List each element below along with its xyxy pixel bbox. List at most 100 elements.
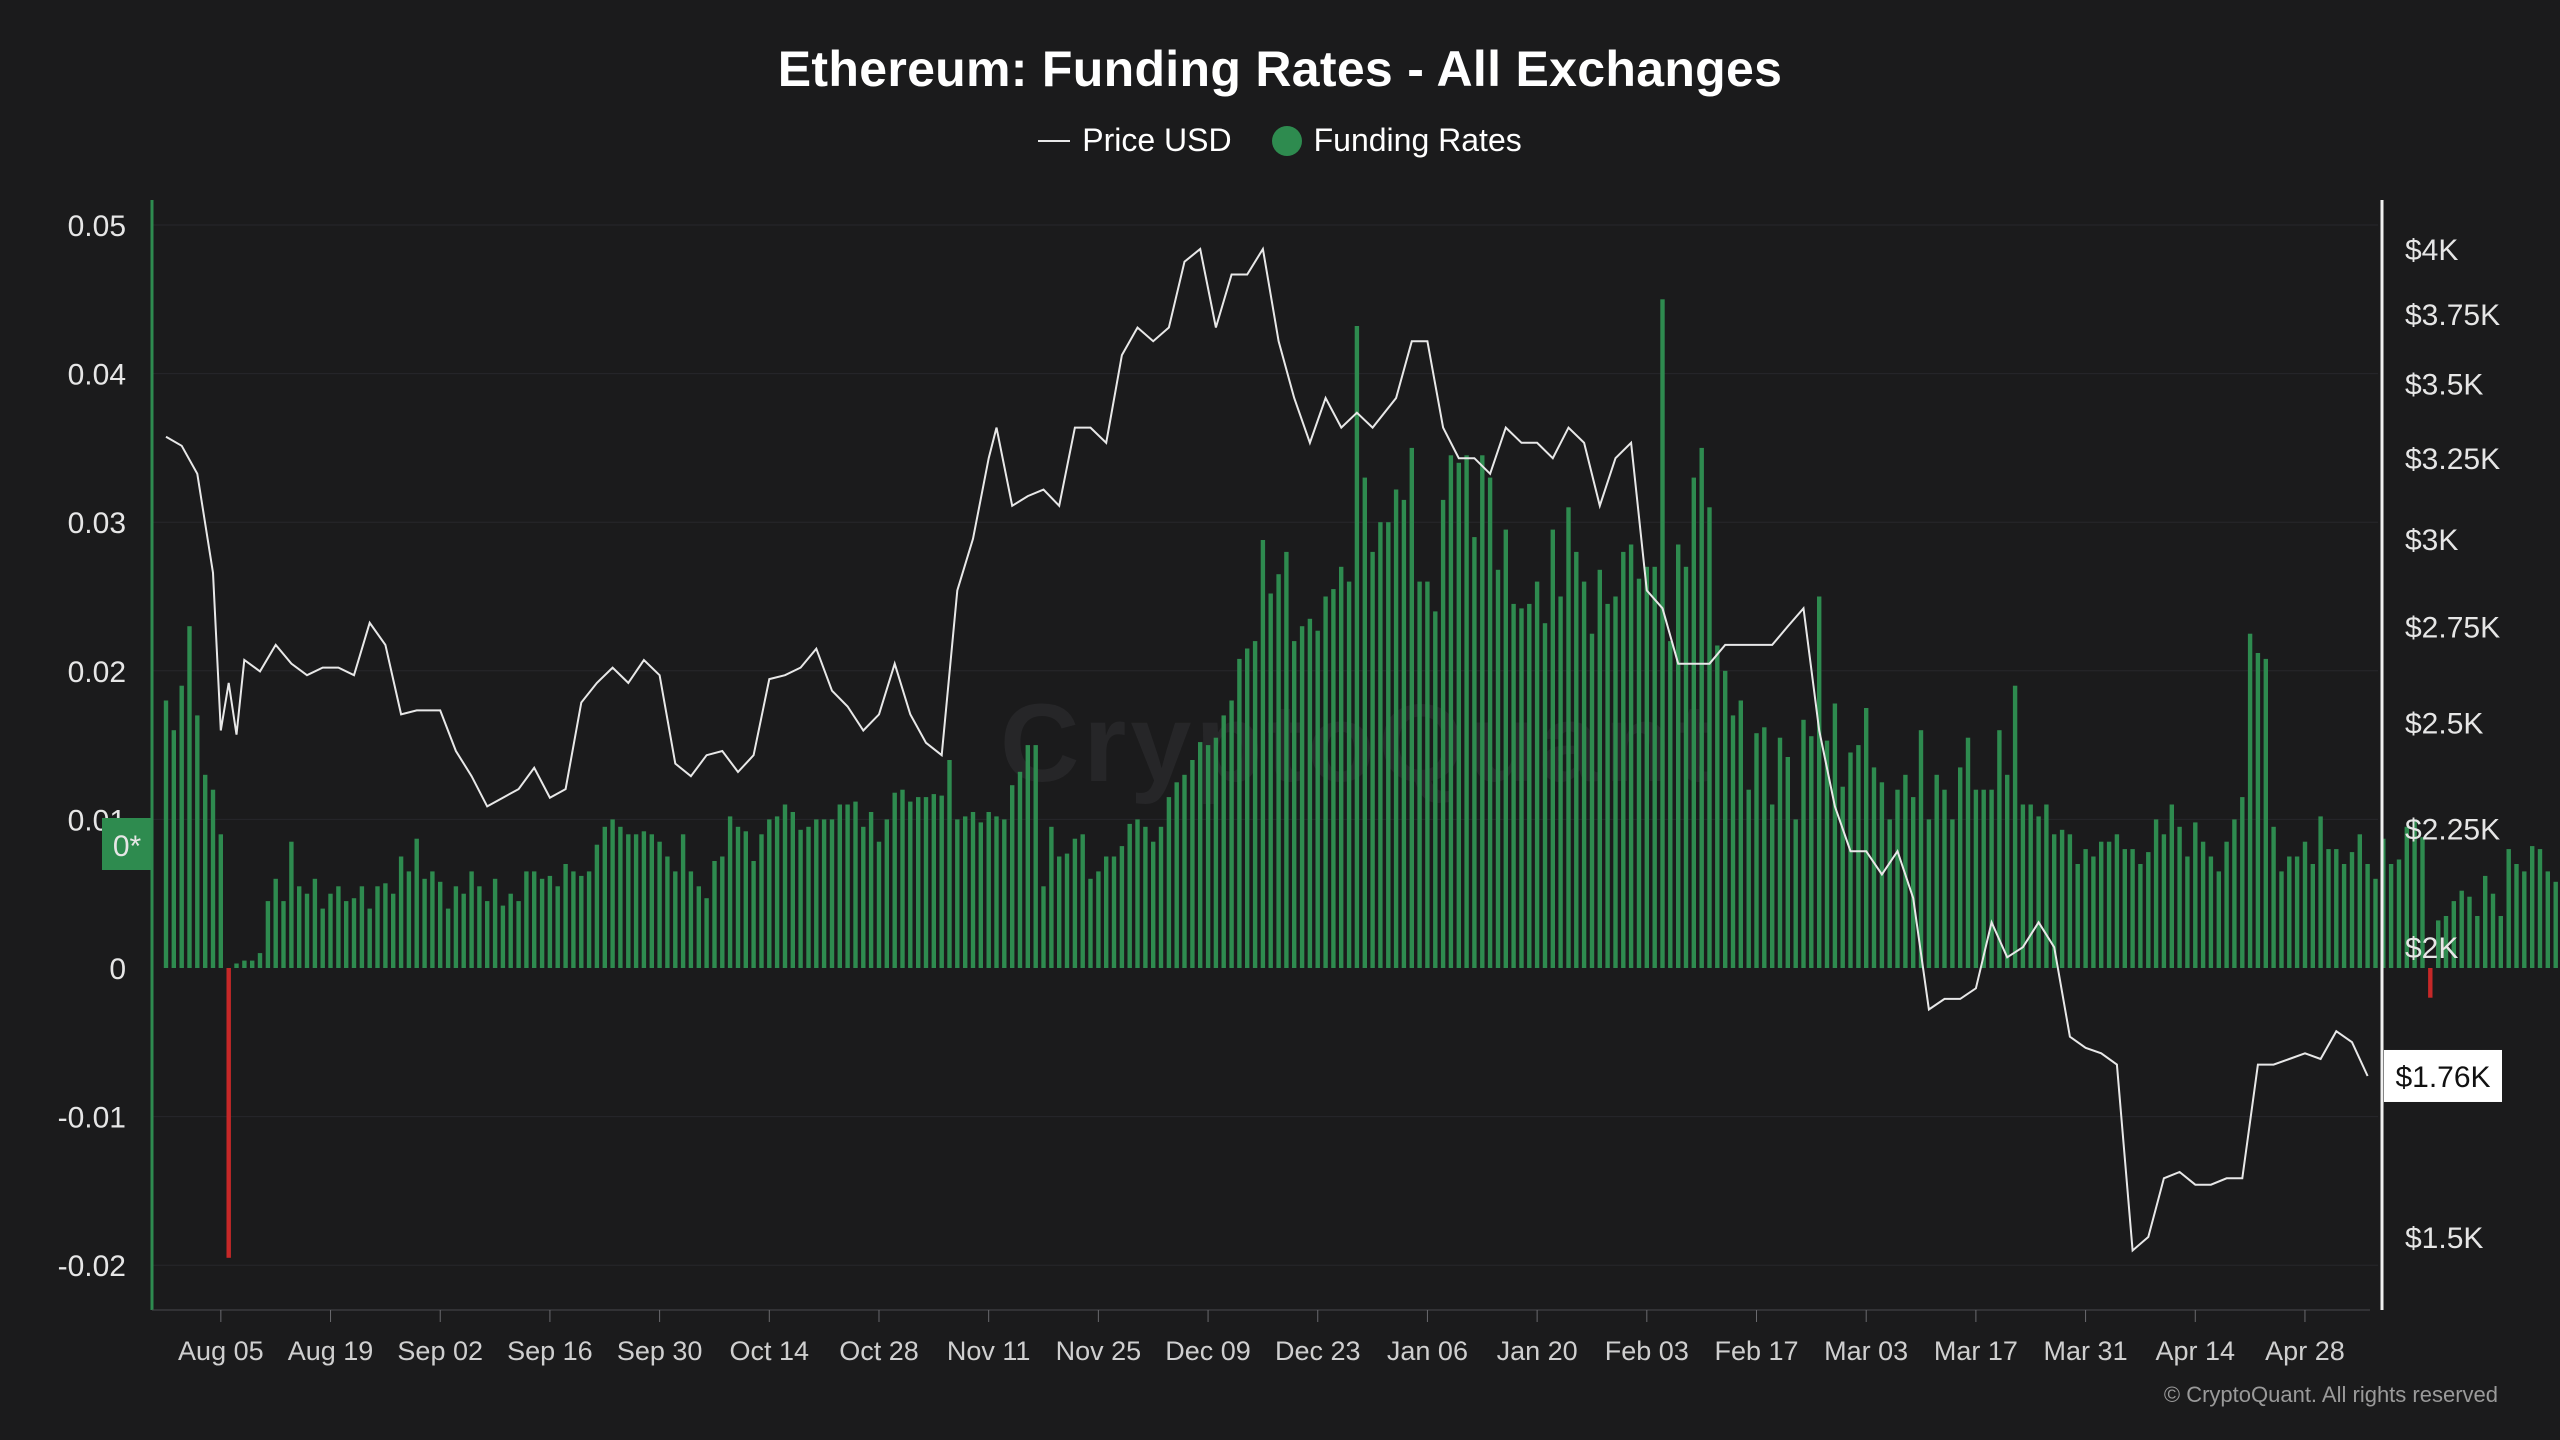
zero-marker-badge xyxy=(102,818,152,870)
funding-bar xyxy=(453,886,459,968)
funding-bar xyxy=(2467,896,2472,968)
funding-bar xyxy=(351,898,357,968)
funding-bar xyxy=(555,886,560,968)
funding-bar xyxy=(1636,578,1642,968)
funding-bar xyxy=(469,871,474,968)
funding-bar xyxy=(1574,551,1579,968)
funding-bar xyxy=(1284,551,1289,968)
funding-bar xyxy=(398,856,404,968)
funding-bar xyxy=(610,819,615,968)
funding-bar xyxy=(704,898,709,968)
funding-bar xyxy=(1315,630,1320,968)
y-right-tick-label: $3K xyxy=(2405,524,2458,557)
funding-bar xyxy=(2005,774,2010,968)
y-right-tick-label: $3.25K xyxy=(2405,443,2500,476)
funding-bar xyxy=(1770,804,1775,968)
funding-bar xyxy=(1417,581,1422,968)
x-tick-label: Dec 09 xyxy=(1165,1336,1251,1366)
funding-bar xyxy=(579,875,584,968)
funding-bar xyxy=(1119,846,1125,968)
funding-bar xyxy=(2138,864,2143,968)
funding-bar xyxy=(1934,774,1939,968)
funding-bar xyxy=(1464,455,1469,968)
funding-bar xyxy=(1456,462,1461,968)
funding-bar xyxy=(2451,901,2456,968)
funding-bar xyxy=(649,834,654,968)
x-tick-label: Sep 02 xyxy=(397,1336,483,1366)
x-tick-label: Nov 11 xyxy=(947,1336,1031,1366)
funding-bar xyxy=(2310,864,2315,968)
legend-item-price[interactable]: Price USD xyxy=(1038,122,1232,159)
y-right-tick-label: $2K xyxy=(2405,932,2458,965)
funding-bar xyxy=(218,834,223,968)
funding-bar xyxy=(2122,849,2127,968)
funding-bar xyxy=(1707,507,1712,968)
funding-bar xyxy=(1581,581,1587,968)
funding-bar xyxy=(1832,703,1838,968)
funding-bar xyxy=(1127,823,1132,968)
funding-bar xyxy=(712,861,717,968)
funding-bar xyxy=(1644,566,1649,968)
funding-bar xyxy=(2530,846,2535,968)
funding-bar xyxy=(1534,581,1540,968)
funding-bar xyxy=(1997,730,2002,968)
funding-bar xyxy=(516,901,521,968)
funding-bar xyxy=(2294,856,2300,968)
funding-bar xyxy=(242,960,247,968)
funding-bar xyxy=(1213,737,1219,968)
funding-bar xyxy=(2099,841,2104,968)
funding-bar xyxy=(2279,871,2284,968)
y-left-tick-label: 0.03 xyxy=(68,507,126,540)
funding-bar xyxy=(2498,916,2503,968)
x-tick-label: Nov 25 xyxy=(1056,1336,1142,1366)
funding-bar xyxy=(986,812,991,968)
legend-item-funding[interactable]: Funding Rates xyxy=(1271,122,1522,159)
funding-bar xyxy=(1480,455,1485,968)
funding-bar xyxy=(1566,507,1571,968)
funding-bar xyxy=(2247,633,2253,968)
x-tick-label: Oct 14 xyxy=(730,1336,810,1366)
funding-bar xyxy=(1198,742,1203,968)
funding-bar xyxy=(1025,745,1030,968)
funding-bar xyxy=(1495,569,1501,968)
funding-bar xyxy=(970,812,976,968)
funding-bar xyxy=(2373,878,2378,968)
funding-bar xyxy=(594,844,600,968)
funding-bar xyxy=(1605,603,1610,968)
x-tick-label: Apr 14 xyxy=(2155,1336,2235,1366)
funding-bar xyxy=(1292,641,1297,968)
funding-bar xyxy=(430,871,435,968)
funding-bar xyxy=(2028,804,2033,968)
funding-bar xyxy=(1158,826,1164,968)
funding-bar xyxy=(1472,537,1477,968)
funding-bar xyxy=(1668,641,1673,968)
funding-bar xyxy=(2036,816,2041,968)
axis-labels: 0.050.040.030.020.010-0.01-0.020*$4K$3.7… xyxy=(58,210,2502,1366)
funding-bar xyxy=(720,856,725,968)
funding-bar xyxy=(2287,856,2292,968)
funding-bar xyxy=(1754,733,1759,968)
funding-bar xyxy=(508,893,513,968)
legend-dot-swatch xyxy=(1271,125,1302,156)
funding-bar xyxy=(2522,871,2527,968)
funding-bar xyxy=(1950,819,1955,968)
funding-bar xyxy=(884,819,889,968)
funding-bar xyxy=(179,685,184,968)
funding-bar xyxy=(336,886,341,968)
y-left-tick-label: -0.02 xyxy=(58,1250,126,1283)
funding-bar xyxy=(1010,785,1015,968)
funding-bar xyxy=(1362,477,1367,968)
funding-bar xyxy=(1691,477,1696,968)
funding-bar xyxy=(2200,841,2206,968)
funding-bar xyxy=(2044,804,2049,968)
funding-bar xyxy=(2404,826,2409,968)
funding-bar xyxy=(226,968,231,1258)
funding-bar xyxy=(829,819,835,968)
funding-bar xyxy=(1151,841,1156,968)
funding-bar xyxy=(1676,544,1681,968)
price-line xyxy=(165,246,2369,1253)
funding-bar xyxy=(485,901,490,968)
funding-bar xyxy=(2271,826,2276,968)
funding-bar xyxy=(1370,551,1375,968)
